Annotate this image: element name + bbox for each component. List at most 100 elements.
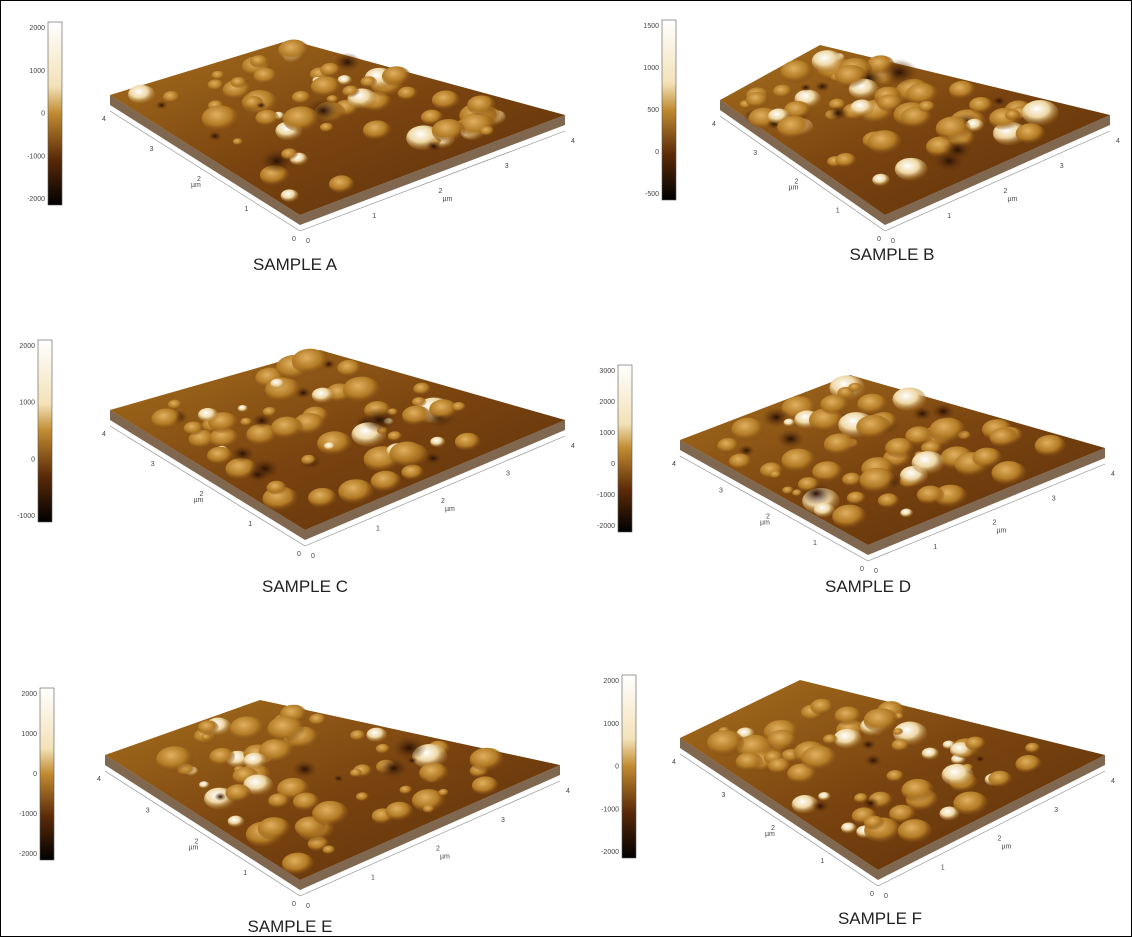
surface-grain bbox=[253, 68, 277, 85]
surface-grain bbox=[1005, 110, 1021, 121]
surface-grain bbox=[356, 792, 369, 801]
surface-grain bbox=[263, 407, 277, 417]
surface-grain bbox=[366, 728, 387, 743]
y-axis-tick-label: 4 bbox=[571, 138, 575, 145]
x-axis-tick-label: 4 bbox=[97, 776, 101, 783]
y-axis-unit: µm bbox=[440, 854, 450, 861]
y-axis-tick-label: 2 bbox=[993, 520, 997, 527]
surface-grain bbox=[893, 728, 903, 735]
surface-grain bbox=[832, 505, 866, 529]
surface-grain bbox=[784, 419, 795, 427]
colorbar-tick-label: 0 bbox=[31, 456, 35, 463]
surface-grain bbox=[835, 153, 856, 168]
surface-grain bbox=[811, 800, 829, 812]
surface-grain bbox=[992, 96, 1007, 106]
y-axis-tick-label: 0 bbox=[311, 553, 315, 560]
surface-grain bbox=[338, 479, 374, 504]
sample-label: SAMPLE E bbox=[247, 917, 332, 936]
surface-grain bbox=[856, 415, 891, 439]
y-axis-tick-label: 2 bbox=[436, 846, 440, 853]
sample-label: SAMPLE C bbox=[262, 577, 348, 596]
surface-grain bbox=[470, 748, 504, 772]
colorbar-tick-label: 1000 bbox=[603, 721, 619, 728]
surface-grain bbox=[768, 758, 791, 774]
surface-grain bbox=[841, 823, 857, 834]
surface-grain bbox=[243, 753, 266, 769]
surface-grain bbox=[949, 81, 975, 100]
surface-grain bbox=[386, 802, 414, 822]
surface-grain bbox=[240, 418, 252, 426]
surface-grain bbox=[770, 470, 782, 478]
surface-grain bbox=[430, 437, 445, 448]
x-axis-unit: µm bbox=[765, 831, 775, 838]
y-axis-tick-label: 4 bbox=[566, 788, 570, 795]
surface-grain bbox=[398, 87, 418, 101]
afm-panel: 200010000-1000-20000011223344µmµmSAMPLE … bbox=[19, 688, 570, 936]
surface-grain bbox=[917, 486, 945, 505]
y-axis-tick-label: 0 bbox=[306, 238, 310, 245]
surface-grain bbox=[834, 729, 862, 749]
surface-grain bbox=[361, 76, 378, 88]
colorbar-tick-label: 500 bbox=[647, 107, 659, 114]
surface-grain bbox=[1016, 123, 1046, 144]
x-axis-tick-label: 3 bbox=[151, 461, 155, 468]
y-axis-tick-label: 3 bbox=[506, 471, 510, 478]
surface-grain bbox=[271, 417, 303, 440]
y-axis-tick-label: 1 bbox=[933, 544, 937, 551]
colorbar-tick-label: 2000 bbox=[599, 399, 615, 406]
colorbar-tick-label: 2000 bbox=[21, 691, 37, 698]
surface-grain bbox=[412, 397, 426, 407]
colorbar-tick-label: 3000 bbox=[599, 368, 615, 375]
surface-grain bbox=[823, 734, 838, 744]
x-axis-tick-label: 3 bbox=[719, 487, 723, 494]
colorbar-tick-label: -2000 bbox=[27, 196, 45, 203]
surface-grain bbox=[281, 189, 299, 202]
surface-grain bbox=[864, 708, 899, 733]
surface-grain bbox=[256, 102, 266, 109]
x-axis-tick-label: 1 bbox=[245, 206, 249, 213]
surface-grain bbox=[717, 438, 739, 453]
y-axis-unit: µm bbox=[443, 196, 453, 203]
surface-grain bbox=[309, 714, 326, 726]
colorbar-tick-label: 2000 bbox=[19, 343, 35, 350]
surface-grain bbox=[812, 461, 843, 483]
surface-grain bbox=[861, 739, 876, 750]
surface-grain bbox=[156, 746, 193, 772]
surface-grain bbox=[392, 736, 427, 760]
x-axis-tick-label: 3 bbox=[150, 146, 154, 153]
x-axis-unit: µm bbox=[191, 182, 201, 189]
color-bar bbox=[40, 688, 54, 860]
surface-grain bbox=[854, 793, 868, 803]
surface-grain bbox=[371, 471, 402, 492]
surface-grain bbox=[857, 394, 888, 415]
colorbar-tick-label: 1000 bbox=[599, 430, 615, 437]
colorbar-tick-label: 0 bbox=[655, 149, 659, 156]
surface-grain bbox=[301, 455, 316, 466]
surface-grain bbox=[320, 123, 334, 133]
surface-grain bbox=[268, 793, 290, 808]
surface-grain bbox=[972, 448, 1002, 469]
surface-grain bbox=[810, 699, 833, 715]
surface-grain bbox=[798, 477, 819, 492]
surface-grain bbox=[965, 737, 985, 751]
surface-grain bbox=[432, 119, 466, 143]
colorbar-tick-label: 0 bbox=[33, 771, 37, 778]
surface-grain bbox=[912, 451, 945, 474]
surface-grain bbox=[363, 120, 392, 140]
surface-grain bbox=[887, 770, 904, 782]
surface-grain bbox=[423, 805, 435, 813]
x-axis-unit: µm bbox=[189, 845, 199, 852]
surface-grain bbox=[233, 138, 243, 145]
surface-grain bbox=[292, 760, 318, 778]
surface-grain bbox=[350, 769, 362, 778]
figure: 200010000-1000-20000011223344µmµmSAMPLE … bbox=[0, 0, 1132, 937]
surface-grain bbox=[250, 55, 268, 68]
surface-grain bbox=[214, 792, 226, 801]
x-axis-tick-label: 0 bbox=[870, 891, 874, 898]
surface-grain bbox=[767, 730, 797, 751]
y-axis-tick-label: 1 bbox=[947, 213, 951, 220]
colorbar-tick-label: 1500 bbox=[643, 23, 659, 30]
surface-grain bbox=[878, 493, 899, 508]
surface-grain bbox=[773, 85, 793, 99]
color-bar bbox=[622, 675, 636, 858]
